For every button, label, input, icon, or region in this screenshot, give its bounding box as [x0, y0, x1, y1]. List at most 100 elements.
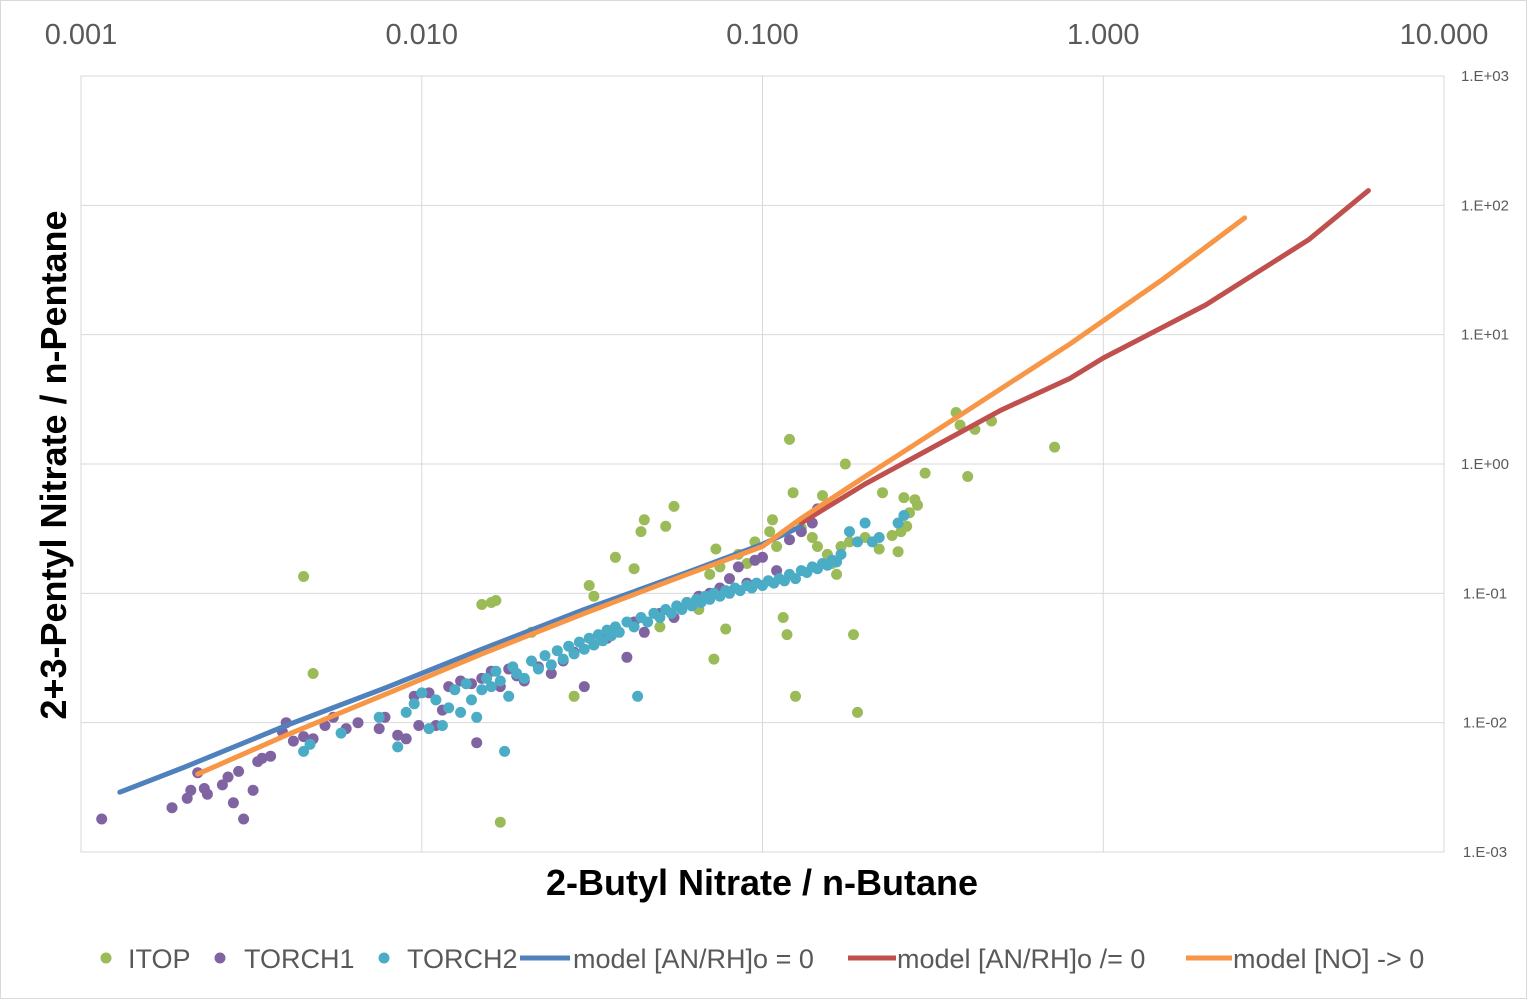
legend: ITOP TORCH1 TORCH2 model [AN/RH]o = 0 model … [100, 944, 1424, 974]
data-point [710, 543, 722, 555]
data-point [777, 612, 789, 623]
data-point [628, 621, 640, 633]
data-point [545, 659, 557, 671]
data-point [835, 541, 847, 552]
data-point [238, 813, 250, 825]
data-point [784, 433, 795, 445]
data-point [704, 568, 716, 580]
data-point [901, 520, 913, 532]
data-point [443, 702, 455, 714]
data-point [335, 727, 347, 739]
data-point [490, 595, 502, 606]
data-point [430, 694, 442, 706]
data-point [642, 616, 654, 628]
data-point [476, 599, 488, 610]
data-point [583, 580, 595, 591]
data-point [247, 784, 259, 796]
y-tick-label: 1.E+03 [1461, 68, 1509, 85]
y-axis-title: 2+3-Pentyl Nitrate / n-Pentane [33, 210, 74, 719]
data-point [892, 546, 904, 558]
y-tick-label: 1.E+02 [1461, 197, 1509, 214]
data-point [551, 645, 563, 657]
data-point [817, 490, 828, 502]
data-point [873, 543, 885, 555]
data-point [578, 681, 590, 693]
data-point [201, 788, 213, 800]
legend-item: ITOP [100, 944, 191, 974]
data-point [859, 517, 871, 529]
data-point [812, 541, 823, 552]
data-point [298, 731, 310, 743]
data-point [781, 629, 793, 641]
data-point [844, 526, 855, 538]
gridlines [80, 75, 1445, 853]
legend-item: TORCH1 [214, 944, 355, 974]
data-point [912, 499, 923, 511]
data-point [628, 563, 640, 575]
data-point [839, 458, 851, 470]
x-tick-label: 1.000 [1067, 19, 1140, 51]
data-point [668, 500, 680, 512]
data-point [771, 541, 783, 552]
data-point [413, 720, 425, 731]
data-point [767, 514, 778, 526]
x-tick-label: 0.010 [385, 19, 458, 51]
data-point [790, 573, 801, 585]
data-point [732, 561, 744, 573]
legend-label: ITOP [128, 944, 191, 974]
data-point [638, 626, 650, 638]
data-point [806, 532, 818, 543]
data-point [256, 752, 268, 764]
x-tick-label: 0.100 [726, 19, 799, 51]
data-point [708, 653, 720, 665]
data-point [835, 548, 847, 560]
data-point [222, 771, 234, 783]
data-point [96, 813, 108, 825]
data-point [784, 534, 795, 546]
data-point [216, 779, 228, 791]
legend-label: model [AN/RH]o = 0 [573, 944, 814, 974]
legend-label: TORCH2 [407, 944, 518, 974]
data-point [597, 635, 609, 647]
legend-label: model [AN/RH]o /= 0 [897, 944, 1145, 974]
data-point [609, 551, 621, 563]
data-point [844, 536, 855, 548]
data-point [578, 643, 590, 655]
data-point [307, 668, 319, 679]
x-tick-label: 0.001 [45, 19, 118, 51]
data-point [886, 530, 898, 541]
data-point [373, 723, 385, 735]
legend-item: TORCH2 [378, 944, 518, 974]
data-point [460, 678, 472, 690]
data-point [787, 487, 799, 499]
x-tick-label: 10.000 [1400, 19, 1489, 51]
data-point [265, 750, 277, 762]
data-point [557, 653, 569, 665]
data-point [720, 623, 732, 635]
data-point [588, 639, 600, 651]
x-axis-title: 2-Butyl Nitrate / n-Butane [546, 862, 978, 903]
data-point [532, 663, 544, 675]
legend-marker [100, 952, 112, 964]
data-point [455, 706, 467, 718]
data-point [166, 802, 178, 814]
data-point [568, 648, 580, 660]
y-tick-label: 1.E-02 [1463, 715, 1507, 732]
data-point [298, 745, 310, 757]
data-point [898, 492, 910, 504]
model-line-3 [195, 215, 1248, 777]
x-tick-labels: 0.001 0.010 0.100 1.000 10.000 [45, 19, 1489, 51]
data-point [962, 471, 974, 482]
data-point [471, 711, 483, 723]
data-point [416, 687, 428, 699]
model-line-2 [798, 188, 1371, 526]
data-point [227, 797, 239, 809]
data-point [471, 737, 483, 749]
data-point [466, 694, 477, 706]
data-point [436, 720, 448, 731]
data-point [568, 690, 580, 702]
data-point [848, 629, 859, 641]
data-point [877, 487, 888, 499]
